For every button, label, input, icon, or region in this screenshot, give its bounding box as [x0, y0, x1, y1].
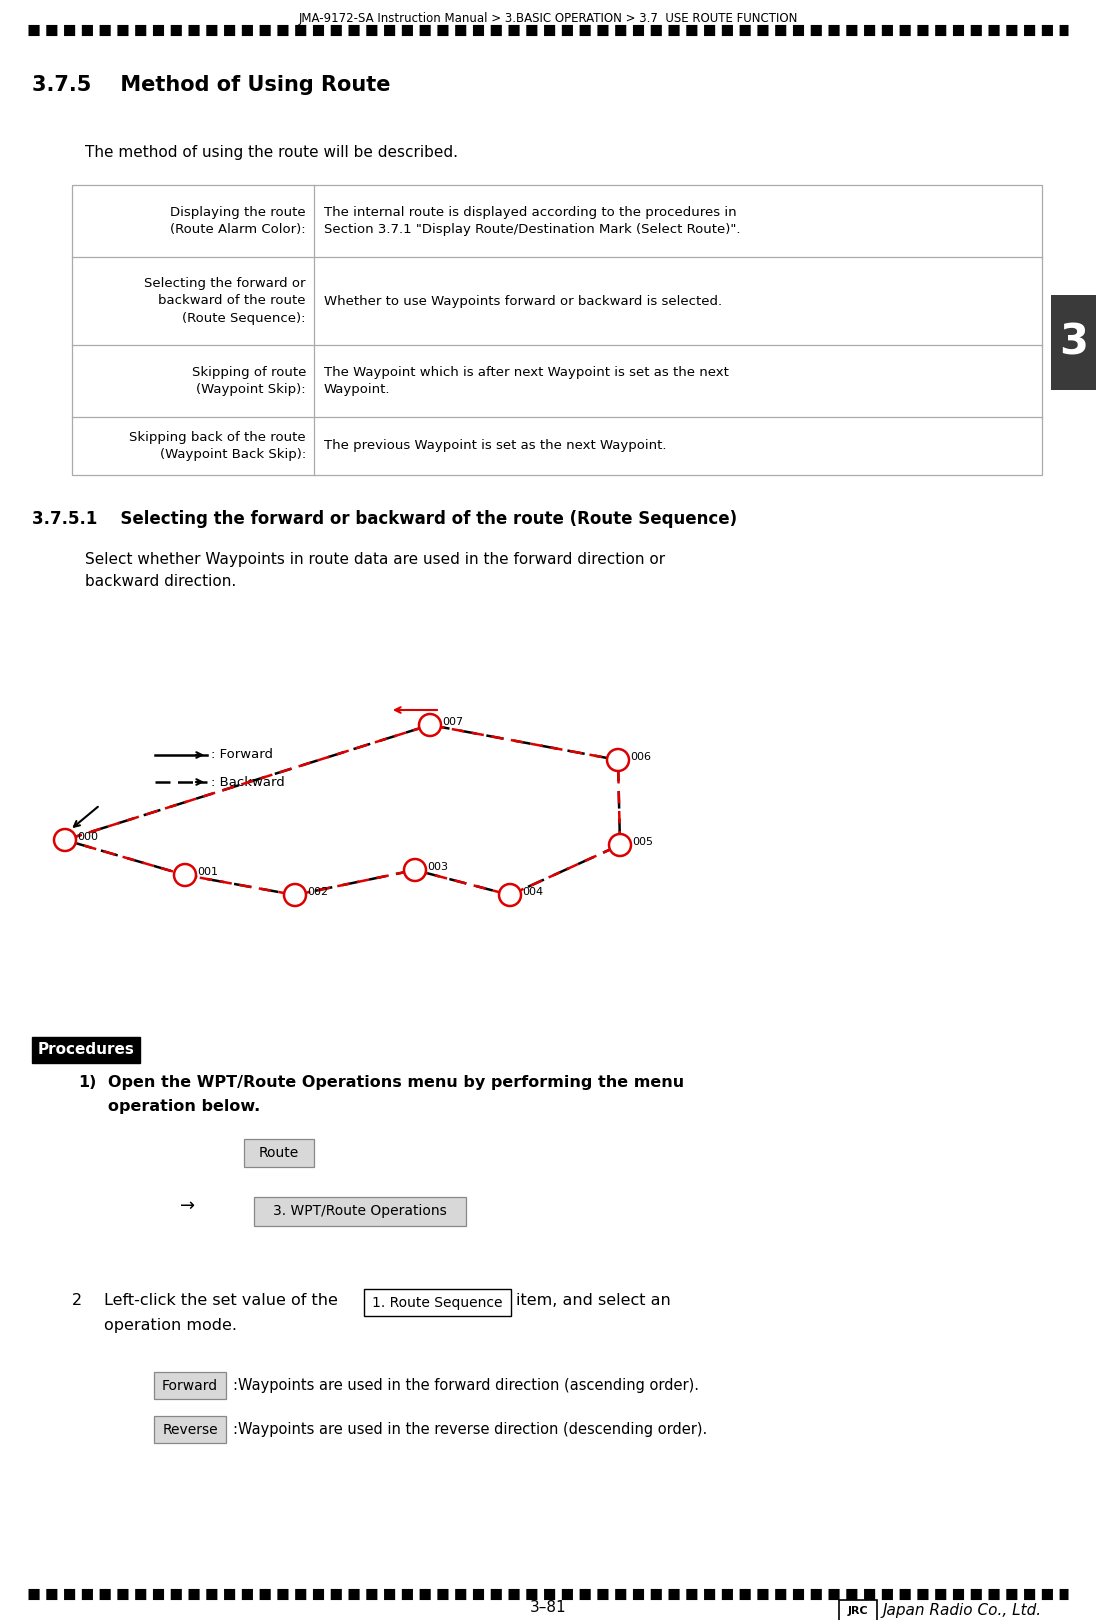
- Text: Selecting the forward or
backward of the route
(Route Sequence):: Selecting the forward or backward of the…: [145, 277, 306, 326]
- Text: 006: 006: [630, 752, 651, 761]
- Text: backward direction.: backward direction.: [85, 573, 237, 590]
- Text: Whether to use Waypoints forward or backward is selected.: Whether to use Waypoints forward or back…: [324, 295, 722, 308]
- Text: Japan Radio Co., Ltd.: Japan Radio Co., Ltd.: [882, 1604, 1041, 1618]
- Text: 3.7.5    Method of Using Route: 3.7.5 Method of Using Route: [32, 75, 390, 96]
- Text: 004: 004: [522, 888, 544, 897]
- Circle shape: [54, 829, 76, 851]
- Text: operation mode.: operation mode.: [104, 1319, 237, 1333]
- Text: Open the WPT/Route Operations menu by performing the menu: Open the WPT/Route Operations menu by pe…: [109, 1076, 684, 1090]
- Text: Reverse: Reverse: [162, 1422, 218, 1437]
- Bar: [1051, 295, 1096, 390]
- Text: 003: 003: [427, 862, 448, 872]
- Text: operation below.: operation below.: [109, 1098, 260, 1115]
- Text: JRC: JRC: [847, 1605, 868, 1617]
- FancyBboxPatch shape: [364, 1290, 511, 1315]
- Text: Procedures: Procedures: [37, 1043, 135, 1058]
- Circle shape: [607, 748, 629, 771]
- Text: 3.7.5.1    Selecting the forward or backward of the route (Route Sequence): 3.7.5.1 Selecting the forward or backwar…: [32, 510, 738, 528]
- Text: 1. Route Sequence: 1. Route Sequence: [373, 1296, 503, 1309]
- Text: 3–81: 3–81: [529, 1601, 567, 1615]
- Circle shape: [419, 714, 441, 735]
- FancyBboxPatch shape: [32, 1037, 140, 1063]
- Text: 000: 000: [77, 833, 98, 842]
- Text: 001: 001: [197, 867, 218, 876]
- Text: :Waypoints are used in the reverse direction (descending order).: :Waypoints are used in the reverse direc…: [233, 1422, 707, 1437]
- Text: 3. WPT/Route Operations: 3. WPT/Route Operations: [273, 1205, 447, 1218]
- FancyBboxPatch shape: [155, 1416, 226, 1443]
- Text: 2: 2: [72, 1293, 82, 1307]
- Circle shape: [609, 834, 631, 855]
- Circle shape: [174, 863, 196, 886]
- Text: 002: 002: [307, 888, 328, 897]
- Circle shape: [499, 885, 521, 906]
- Text: The internal route is displayed according to the procedures in
Section 3.7.1 "Di: The internal route is displayed accordin…: [324, 206, 741, 237]
- FancyBboxPatch shape: [254, 1197, 466, 1226]
- Text: The previous Waypoint is set as the next Waypoint.: The previous Waypoint is set as the next…: [324, 439, 666, 452]
- FancyBboxPatch shape: [244, 1139, 313, 1166]
- Text: →: →: [181, 1197, 195, 1215]
- Text: Route: Route: [259, 1145, 299, 1160]
- Text: Forward: Forward: [162, 1379, 218, 1393]
- Circle shape: [284, 885, 306, 906]
- Text: item, and select an: item, and select an: [516, 1293, 671, 1307]
- Text: Select whether Waypoints in route data are used in the forward direction or: Select whether Waypoints in route data a…: [85, 552, 665, 567]
- Text: Skipping of route
(Waypoint Skip):: Skipping of route (Waypoint Skip):: [192, 366, 306, 397]
- Text: Displaying the route
(Route Alarm Color):: Displaying the route (Route Alarm Color)…: [170, 206, 306, 237]
- Text: 007: 007: [442, 718, 464, 727]
- FancyBboxPatch shape: [840, 1601, 877, 1620]
- FancyBboxPatch shape: [155, 1372, 226, 1400]
- Circle shape: [404, 859, 426, 881]
- Text: : Forward: : Forward: [212, 748, 273, 761]
- Text: The Waypoint which is after next Waypoint is set as the next
Waypoint.: The Waypoint which is after next Waypoin…: [324, 366, 729, 397]
- Text: : Backward: : Backward: [212, 776, 285, 789]
- Text: 005: 005: [632, 838, 653, 847]
- Text: Left-click the set value of the: Left-click the set value of the: [104, 1293, 338, 1307]
- Text: :Waypoints are used in the forward direction (ascending order).: :Waypoints are used in the forward direc…: [233, 1379, 699, 1393]
- Text: Skipping back of the route
(Waypoint Back Skip):: Skipping back of the route (Waypoint Bac…: [129, 431, 306, 462]
- Text: The method of using the route will be described.: The method of using the route will be de…: [85, 146, 458, 160]
- Text: 1): 1): [78, 1076, 96, 1090]
- Text: 3: 3: [1059, 321, 1088, 363]
- Text: JMA-9172-SA Instruction Manual > 3.BASIC OPERATION > 3.7  USE ROUTE FUNCTION: JMA-9172-SA Instruction Manual > 3.BASIC…: [298, 11, 798, 24]
- Bar: [72, 185, 1042, 475]
